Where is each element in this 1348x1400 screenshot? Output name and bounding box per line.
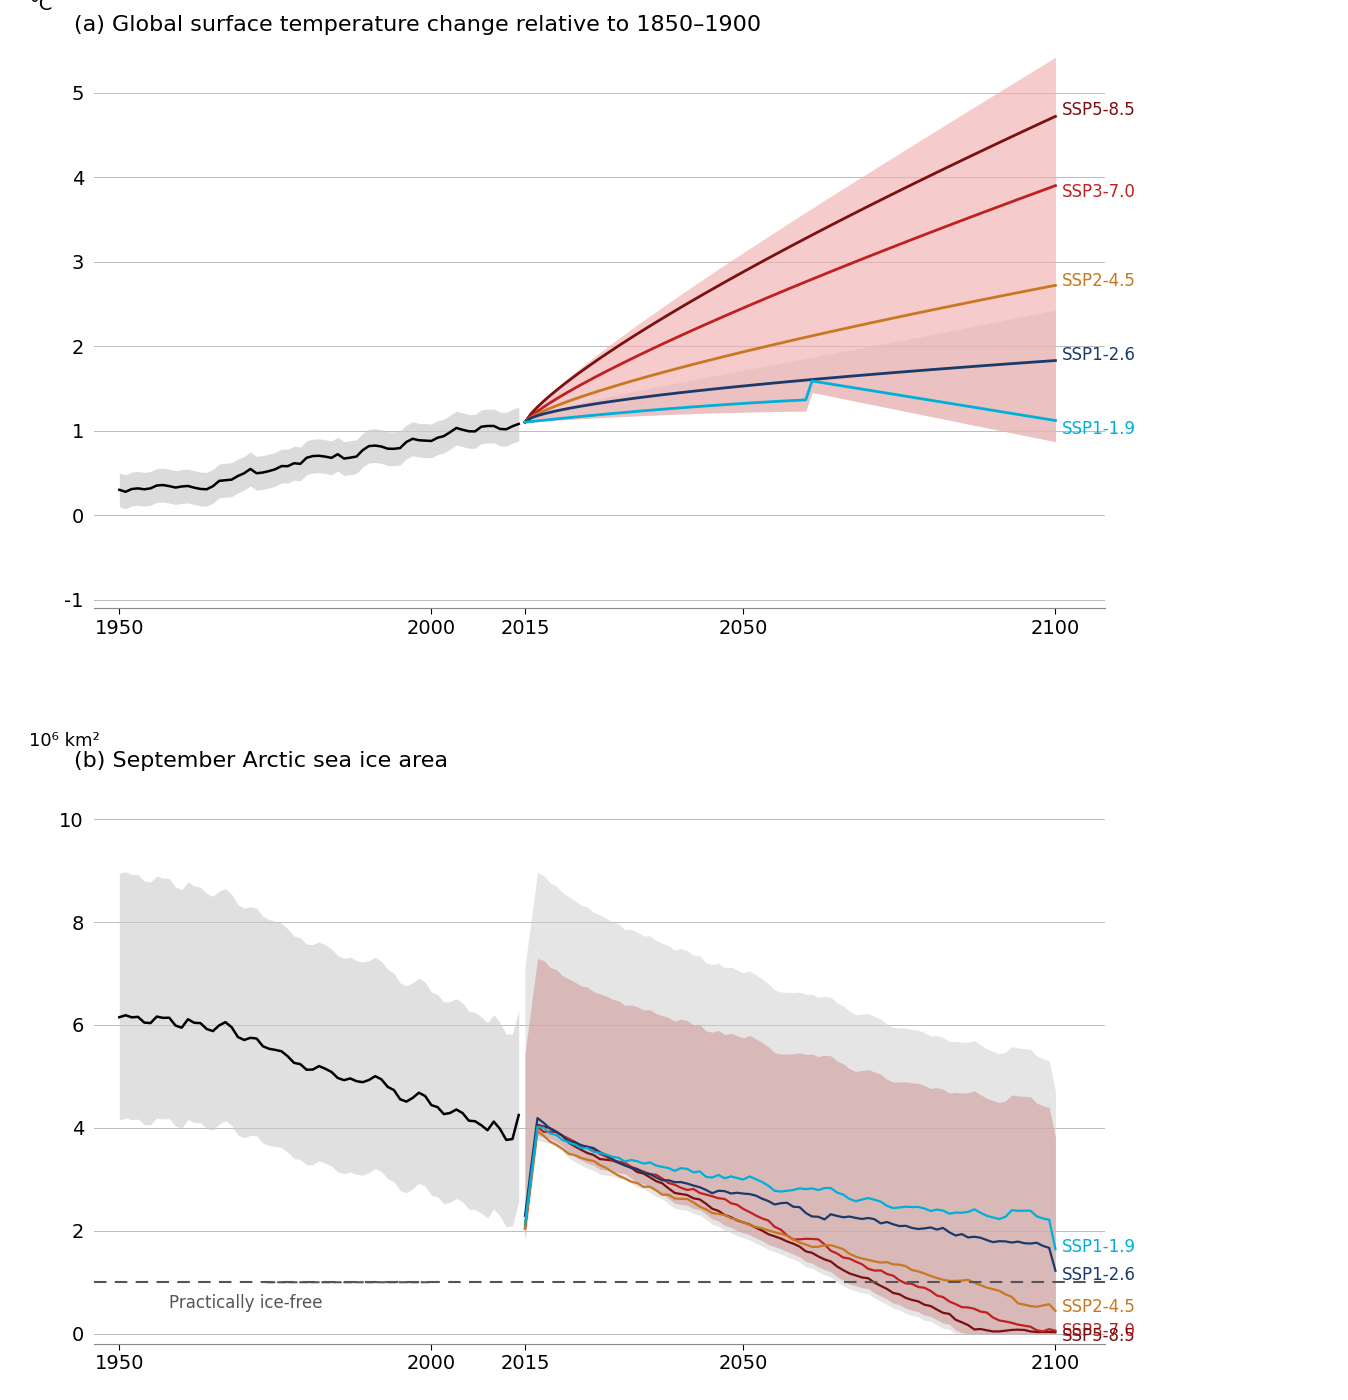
- Text: SSP2-4.5: SSP2-4.5: [1062, 1298, 1135, 1316]
- Text: SSP1-1.9: SSP1-1.9: [1062, 1238, 1135, 1256]
- Text: SSP1-2.6: SSP1-2.6: [1062, 346, 1135, 364]
- Text: (a) Global surface temperature change relative to 1850–1900: (a) Global surface temperature change re…: [74, 15, 762, 35]
- Text: Practically ice-free: Practically ice-free: [170, 1294, 322, 1312]
- Text: SSP3-7.0: SSP3-7.0: [1062, 183, 1135, 202]
- Text: SSP5-8.5: SSP5-8.5: [1062, 101, 1135, 119]
- Text: SSP5-8.5: SSP5-8.5: [1062, 1327, 1135, 1345]
- Text: SSP3-7.0: SSP3-7.0: [1062, 1322, 1135, 1340]
- Text: SSP1-1.9: SSP1-1.9: [1062, 420, 1135, 438]
- Text: 10⁶ km²: 10⁶ km²: [28, 732, 100, 749]
- Text: °C: °C: [28, 0, 53, 14]
- Text: SSP2-4.5: SSP2-4.5: [1062, 272, 1135, 290]
- Text: (b) September Arctic sea ice area: (b) September Arctic sea ice area: [74, 750, 448, 771]
- Text: SSP1-2.6: SSP1-2.6: [1062, 1266, 1135, 1284]
